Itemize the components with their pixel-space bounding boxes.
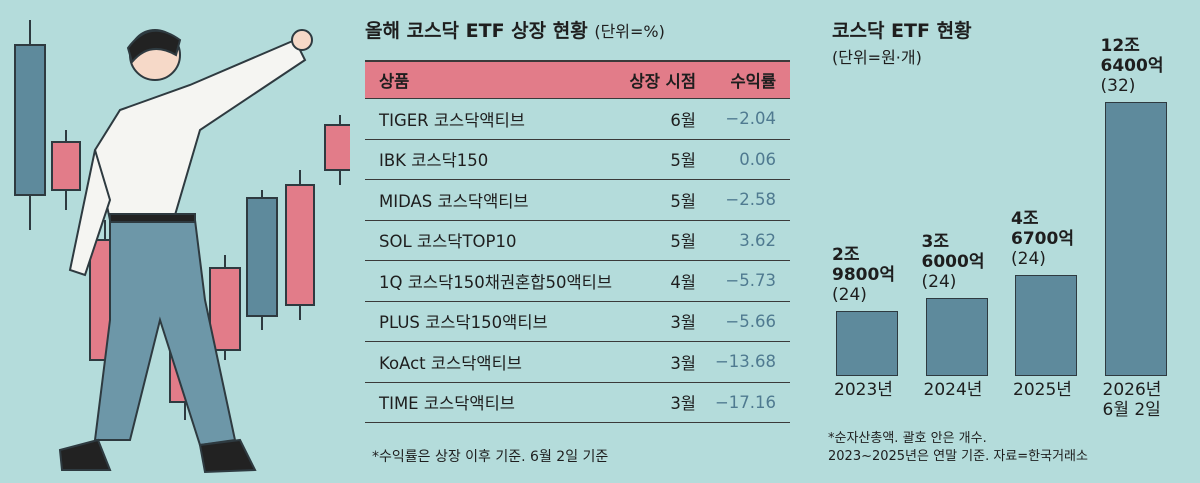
table-cell: −13.68 xyxy=(714,352,776,372)
table: 상품 상장 시점 수익률 TIGER 코스닥액티브 6월 −2.04 IBK 코스닥150 5… xyxy=(365,60,790,423)
table-row: PLUS 코스닥150액티브 3월 −5.66 xyxy=(365,302,790,342)
table-cell: −2.58 xyxy=(725,190,776,210)
chart-title: 코스닥 ETF 현황 xyxy=(832,20,972,42)
bar-label: 12조 6400억 (32) xyxy=(1101,36,1164,96)
table-row: MIDAS 코스닥액티브 5월 −2.58 xyxy=(365,180,790,221)
table-cell: 3.62 xyxy=(739,230,776,250)
x-tick-label: 2023년 xyxy=(834,380,893,400)
table-header: 상품 상장 시점 수익률 xyxy=(365,60,790,99)
bar xyxy=(836,311,898,376)
column-header: 수익률 xyxy=(730,72,776,91)
bar-label: 4조 6700억 (24) xyxy=(1011,209,1074,269)
illustration xyxy=(14,20,350,474)
table-cell: IBK 코스닥150 xyxy=(379,151,489,171)
table-cell: TIME 코스닥액티브 xyxy=(379,394,515,414)
table-row: SOL 코스닥TOP10 5월 3.62 xyxy=(365,221,790,261)
table-cell: 5월 xyxy=(670,232,696,252)
bar xyxy=(925,297,988,376)
table-cell: 3월 xyxy=(670,353,696,373)
table-cell: MIDAS 코스닥액티브 xyxy=(379,191,529,211)
count-label: (32) xyxy=(1100,76,1136,96)
bar xyxy=(1104,102,1167,376)
bar xyxy=(1015,274,1077,376)
table-cell: 4월 xyxy=(670,272,696,292)
table-cell: 3월 xyxy=(670,313,696,333)
value-label: 2조 9800억 xyxy=(832,245,895,286)
table-unit: (단위=%) xyxy=(594,22,665,41)
column-header: 상장 시점 xyxy=(629,72,696,91)
count-label: (24) xyxy=(832,285,867,306)
chart-subtitle: (단위=원·개) xyxy=(832,48,922,67)
column-header: 상품 xyxy=(379,72,410,91)
table-cell: SOL 코스닥TOP10 xyxy=(379,232,517,252)
table-cell: TIGER 코스닥액티브 xyxy=(379,110,525,130)
table-row: IBK 코스닥150 5월 0.06 xyxy=(365,140,790,180)
table-cell: 1Q 코스닥150채권혼합50액티브 xyxy=(379,272,613,292)
chart-note: *순자산총액. 괄호 안은 개수. xyxy=(828,431,987,446)
value-label: 3조 6000억 xyxy=(921,231,985,272)
x-tick-label: 2026년 6월 2일 xyxy=(1102,380,1162,420)
count-label: (24) xyxy=(921,271,957,292)
table-cell: −5.66 xyxy=(725,311,776,331)
bar-label: 3조 6000억 (24) xyxy=(922,232,985,292)
table-title: 올해 코스닥 ETF 상장 현황 xyxy=(365,20,588,42)
bar-label: 2조 9800억 (24) xyxy=(832,245,895,305)
table-cell: 5월 xyxy=(670,151,696,171)
table-row: KoAct 코스닥액티브 3월 −13.68 xyxy=(365,342,790,383)
table-row: 1Q 코스닥150채권혼합50액티브 4월 −5.73 xyxy=(365,261,790,302)
table-row: TIME 코스닥액티브 3월 −17.16 xyxy=(365,383,790,423)
table-row: TIGER 코스닥액티브 6월 −2.04 xyxy=(365,99,790,140)
value-label: 12조 6400억 xyxy=(1100,36,1164,76)
table-cell: 6월 xyxy=(670,110,696,130)
chart-note: 2023~2025년은 연말 기준. 자료=한국거래소 xyxy=(828,449,1088,464)
count-label: (24) xyxy=(1011,248,1046,269)
table-cell: −17.16 xyxy=(714,392,776,412)
table-cell: PLUS 코스닥150액티브 xyxy=(379,313,548,333)
table-cell: 3월 xyxy=(670,394,696,414)
table-cell: 0.06 xyxy=(739,149,776,169)
table-cell: −5.73 xyxy=(725,271,776,291)
value-label: 4조 6700억 xyxy=(1011,208,1074,249)
table-cell: 5월 xyxy=(670,191,696,211)
table-cell: −2.04 xyxy=(725,109,776,129)
x-tick-label: 2025년 xyxy=(1013,380,1072,400)
x-tick-label: 2024년 xyxy=(923,380,983,400)
table-cell: KoAct 코스닥액티브 xyxy=(379,353,522,373)
table-footnote: *수익률은 상장 이후 기준. 6월 2일 기준 xyxy=(372,449,609,465)
table-title-block: 올해 코스닥 ETF 상장 현황 (단위=%) xyxy=(365,16,665,43)
